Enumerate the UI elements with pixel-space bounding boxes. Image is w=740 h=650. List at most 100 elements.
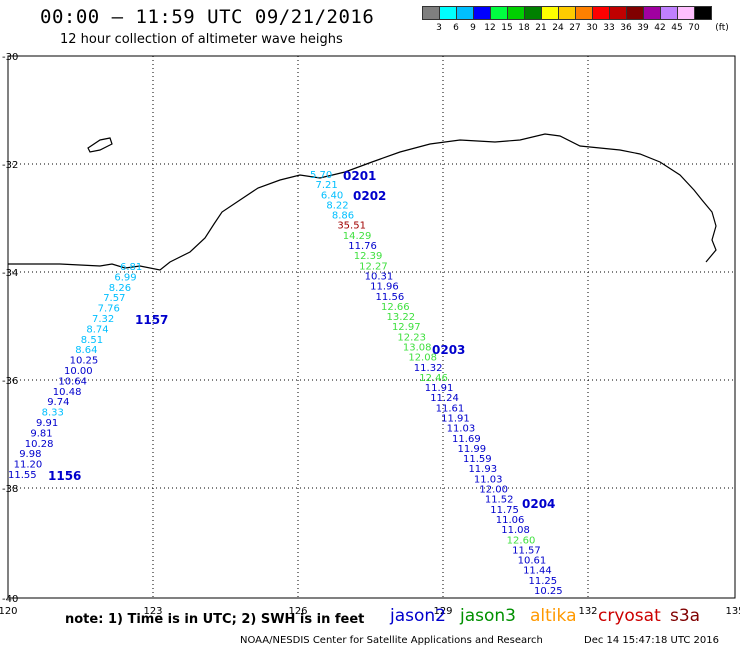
swh-value: 12.39: [354, 251, 383, 262]
swh-value: 11.57: [512, 545, 541, 556]
colorbar-label: 39: [637, 23, 649, 33]
swh-value: 11.08: [501, 525, 530, 536]
swh-value: 11.03: [474, 474, 503, 485]
swh-value: 11.55: [8, 470, 37, 481]
swh-value: 7.76: [98, 304, 120, 315]
credit-text: NOAA/NESDIS Center for Satellite Applica…: [240, 635, 543, 646]
swh-value: 7.21: [315, 180, 337, 191]
colorbar-swatch: [694, 6, 712, 20]
swh-value: 6.40: [321, 190, 343, 201]
swh-value: 11.32: [414, 363, 443, 374]
swh-value: 11.03: [447, 424, 476, 435]
satellite-legend-altika: altika: [530, 606, 577, 626]
swh-value: 8.33: [42, 408, 64, 419]
swh-value: 11.56: [376, 292, 405, 303]
satellite-legend-jason2: jason2: [390, 606, 446, 626]
swh-value: 13.08: [403, 342, 432, 353]
colorbar-label: 3: [436, 23, 442, 33]
swh-value: 11.93: [468, 464, 497, 475]
colorbar-label: 9: [470, 23, 476, 33]
colorbar-label: 18: [518, 23, 530, 33]
swh-value: 12.23: [397, 332, 426, 343]
island-kangaroo: [87, 137, 113, 153]
swh-value: 12.27: [359, 261, 388, 272]
swh-value: 6.81: [120, 262, 142, 273]
swh-value: 11.20: [14, 460, 43, 471]
left-track: 6.816.998.267.577.767.328.748.518.6410.2…: [8, 262, 168, 483]
colorbar-label: 24: [552, 23, 564, 33]
swh-value: 10.31: [365, 271, 394, 282]
swh-value: 12.97: [392, 322, 421, 333]
swh-value: 12.66: [381, 302, 410, 313]
map-title: 00:00 – 11:59 UTC 09/21/2016: [40, 6, 375, 28]
x-tick-label: 123: [143, 606, 162, 617]
colorbar-label: 42: [654, 23, 666, 33]
swh-value: 11.76: [348, 241, 377, 252]
swh-value: 11.75: [490, 505, 519, 516]
swh-value: 7.57: [103, 293, 125, 304]
colorbar-label: 33: [603, 23, 615, 33]
colorbar-label: 12: [484, 23, 496, 33]
track-time-label: 0202: [353, 189, 386, 203]
swh-value: 11.06: [496, 515, 525, 526]
swh-value: 11.96: [370, 282, 399, 293]
swh-value: 7.32: [92, 314, 114, 325]
right-track: 5.707.216.408.228.8635.5114.2911.7612.39…: [310, 169, 563, 597]
satellite-legend-cryosat: cryosat: [598, 606, 661, 626]
footer-note: note: 1) Time is in UTC; 2) SWH is in fe…: [65, 612, 365, 627]
colorbar-label: 70: [688, 23, 700, 33]
x-tick-label: 126: [288, 606, 307, 617]
x-tick-label: 132: [578, 606, 597, 617]
swh-value: 12.46: [419, 373, 448, 384]
swh-value: 11.69: [452, 434, 481, 445]
y-tick-label: -40: [2, 594, 18, 605]
y-tick-label: -32: [2, 160, 18, 171]
swh-value: 10.25: [70, 356, 99, 367]
swh-value: 11.59: [463, 454, 492, 465]
swh-value: 11.61: [436, 403, 465, 414]
track-time-label: 1157: [135, 313, 168, 327]
colorbar-label: 15: [501, 23, 513, 33]
swh-value: 10.64: [58, 376, 87, 387]
coastline: [8, 133, 717, 271]
swh-value: 9.81: [30, 428, 52, 439]
swh-value: 14.29: [343, 231, 372, 242]
swh-value: 10.25: [534, 586, 563, 597]
swh-value: 11.91: [425, 383, 454, 394]
colorbar-label: 6: [453, 23, 459, 33]
colorbar-unit: (ft): [715, 23, 729, 33]
swh-value: 8.22: [326, 200, 348, 211]
swh-value: 6.99: [114, 272, 136, 283]
colorbar-label: 30: [586, 23, 598, 33]
satellite-legend-s3a: s3a: [670, 606, 701, 626]
swh-value: 8.64: [75, 345, 97, 356]
swh-value: 11.44: [523, 566, 552, 577]
swh-value: 10.48: [53, 387, 82, 398]
swh-value: 12.60: [507, 535, 536, 546]
swh-value: 11.25: [529, 576, 558, 587]
x-tick-label: 120: [0, 606, 18, 617]
y-tick-label: -34: [2, 268, 18, 279]
swh-value: 9.98: [19, 449, 41, 460]
swh-value: 8.26: [109, 283, 131, 294]
swh-value: 12.00: [479, 485, 508, 496]
map-subtitle: 12 hour collection of altimeter wave hei…: [60, 32, 343, 47]
y-tick-label: -36: [2, 376, 18, 387]
swh-value: 5.70: [310, 170, 332, 181]
timestamp-text: Dec 14 15:47:18 UTC 2016: [584, 635, 719, 646]
swh-value: 10.28: [25, 439, 54, 450]
track-time-label: 0203: [432, 343, 465, 357]
swh-value: 11.24: [430, 393, 459, 404]
track-time-label: 0201: [343, 169, 376, 183]
swh-value: 13.22: [386, 312, 415, 323]
map-frame: [7, 55, 736, 599]
swh-value: 35.51: [337, 221, 366, 232]
x-tick-label: 129: [433, 606, 452, 617]
swh-value: 8.51: [81, 335, 103, 346]
lat-lon-grid: 120 123 126 129 132 135 -30 -32 -34 -36 -38 -40: [0, 52, 740, 617]
track-time-label: 0204: [522, 497, 555, 511]
satellite-legend-jason3: jason3: [460, 606, 516, 626]
swh-value: 11.99: [458, 444, 487, 455]
swh-value: 11.91: [441, 414, 470, 425]
